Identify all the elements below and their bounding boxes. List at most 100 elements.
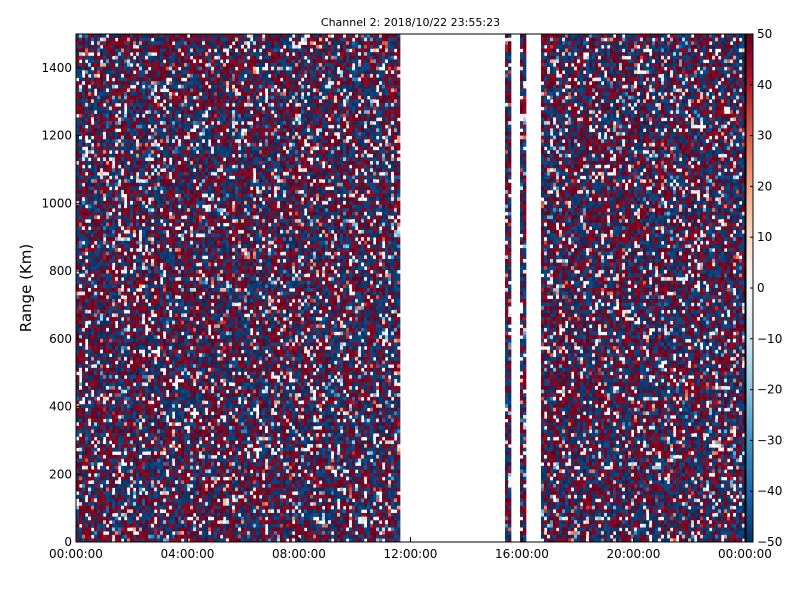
heatmap-cell: [106, 212, 109, 216]
heatmap-cell: [178, 183, 181, 187]
heatmap-cell: [157, 215, 160, 219]
heatmap-cell: [112, 168, 115, 172]
heatmap-cell: [172, 404, 175, 408]
heatmap-cell: [106, 146, 109, 150]
heatmap-cell: [100, 317, 103, 321]
heatmap-cell: [76, 74, 79, 78]
heatmap-cell: [154, 498, 157, 502]
heatmap-cell: [178, 230, 181, 234]
heatmap-cell: [142, 244, 145, 248]
heatmap-cell: [133, 259, 136, 263]
heatmap-cell: [130, 128, 133, 132]
heatmap-cell: [85, 176, 88, 180]
heatmap-cell: [106, 234, 109, 238]
heatmap-cell: [82, 157, 85, 161]
heatmap-cell: [112, 426, 115, 430]
heatmap-cell: [166, 168, 169, 172]
heatmap-cell: [184, 277, 187, 281]
heatmap-cell: [118, 364, 121, 368]
heatmap-cell: [145, 146, 148, 150]
heatmap-cell: [88, 477, 91, 481]
heatmap-cell: [172, 70, 175, 74]
heatmap-cell: [157, 284, 160, 288]
heatmap-cell: [118, 491, 121, 495]
heatmap-cell: [172, 324, 175, 328]
heatmap-cell: [157, 466, 160, 470]
heatmap-cell: [178, 509, 181, 513]
heatmap-cell: [145, 194, 148, 198]
heatmap-cell: [100, 172, 103, 176]
heatmap-cell: [145, 484, 148, 488]
heatmap-cell: [136, 273, 139, 277]
heatmap-cell: [124, 146, 127, 150]
heatmap-cell: [85, 194, 88, 198]
heatmap-cell: [121, 270, 124, 274]
heatmap-cell: [181, 422, 184, 426]
heatmap-cell: [133, 168, 136, 172]
heatmap-cell: [151, 520, 154, 524]
heatmap-cell: [178, 154, 181, 158]
heatmap-cell: [88, 63, 91, 67]
heatmap-cell: [85, 328, 88, 332]
heatmap-cell: [82, 103, 85, 107]
heatmap-cell: [112, 212, 115, 216]
heatmap-cell: [148, 125, 151, 129]
heatmap-cell: [121, 437, 124, 441]
heatmap-cell: [136, 103, 139, 107]
heatmap-cell: [91, 81, 94, 85]
heatmap-cell: [133, 197, 136, 201]
heatmap-cell: [88, 88, 91, 92]
heatmap-cell: [181, 469, 184, 473]
heatmap-cell: [112, 92, 115, 96]
heatmap-cell: [85, 223, 88, 227]
heatmap-cell: [109, 74, 112, 78]
heatmap-cell: [148, 459, 151, 463]
heatmap-cell: [130, 219, 133, 223]
heatmap-cell: [79, 230, 82, 234]
heatmap-cell: [169, 299, 172, 303]
heatmap-cell: [127, 139, 130, 143]
heatmap-cell: [130, 234, 133, 238]
heatmap-cell: [130, 520, 133, 524]
heatmap-cell: [187, 350, 190, 354]
heatmap-cell: [160, 473, 163, 477]
heatmap-cell: [130, 157, 133, 161]
heatmap-cell: [121, 132, 124, 136]
heatmap-cell: [181, 524, 184, 528]
heatmap-cell: [85, 277, 88, 281]
heatmap-cell: [127, 509, 130, 513]
heatmap-cell: [124, 161, 127, 165]
heatmap-cell: [112, 81, 115, 85]
heatmap-cell: [145, 176, 148, 180]
heatmap-cell: [136, 535, 139, 539]
heatmap-cell: [76, 346, 79, 350]
heatmap-cell: [175, 339, 178, 343]
heatmap-cell: [157, 393, 160, 397]
heatmap-cell: [85, 226, 88, 230]
heatmap-cell: [145, 379, 148, 383]
heatmap-cell: [115, 255, 118, 259]
heatmap-cell: [184, 346, 187, 350]
heatmap-cell: [166, 266, 169, 270]
heatmap-cell: [85, 448, 88, 452]
heatmap-cell: [163, 259, 166, 263]
heatmap-cell: [187, 179, 190, 183]
heatmap-cell: [106, 484, 109, 488]
heatmap-cell: [76, 85, 79, 89]
heatmap-cell: [109, 88, 112, 92]
heatmap-cell: [142, 419, 145, 423]
heatmap-cell: [178, 146, 181, 150]
heatmap-cell: [109, 241, 112, 245]
heatmap-cell: [130, 531, 133, 535]
heatmap-cell: [148, 81, 151, 85]
heatmap-cell: [118, 52, 121, 56]
heatmap-cell: [151, 125, 154, 129]
heatmap-cell: [169, 419, 172, 423]
heatmap-cell: [172, 212, 175, 216]
heatmap-cell: [133, 59, 136, 63]
heatmap-cell: [166, 444, 169, 448]
heatmap-cell: [148, 107, 151, 111]
heatmap-cell: [109, 477, 112, 481]
heatmap-cell: [133, 132, 136, 136]
heatmap-cell: [124, 491, 127, 495]
